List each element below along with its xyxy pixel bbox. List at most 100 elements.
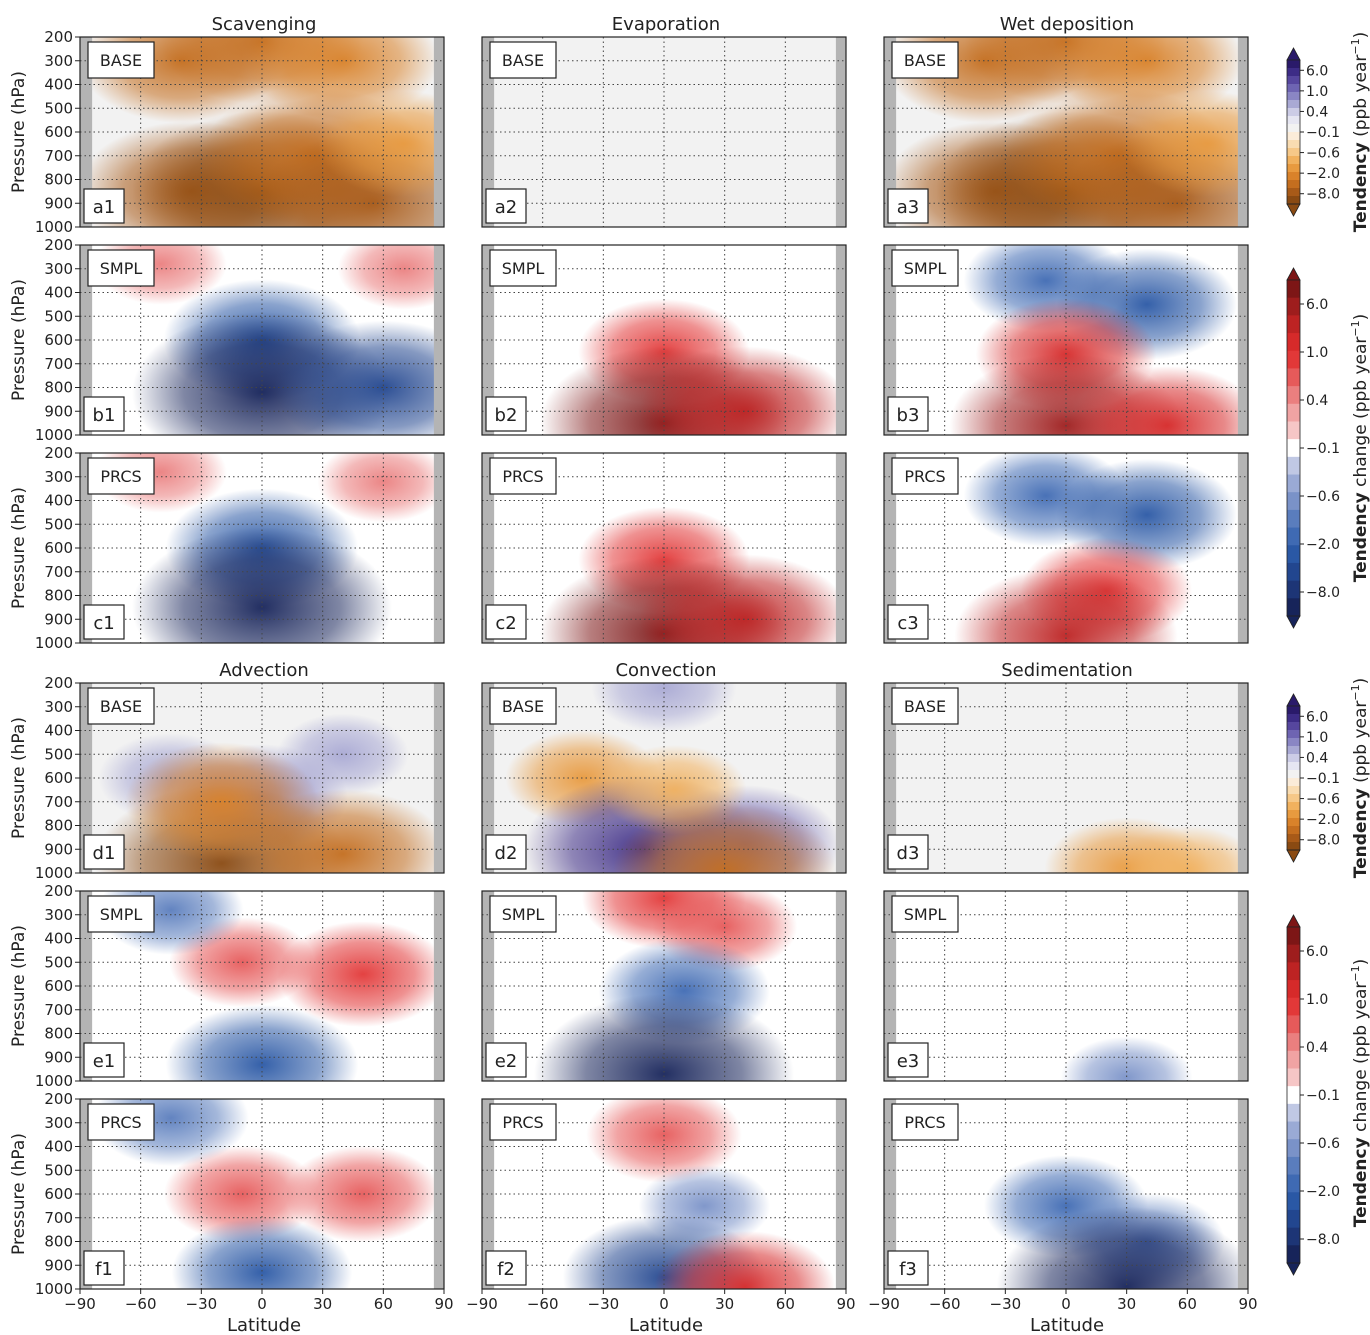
colorbar-swatch [1287, 1050, 1300, 1069]
x-tick-label: 0 [659, 1295, 669, 1313]
polar-band-north [835, 683, 846, 873]
column-title-scavenging: Scavenging [212, 14, 317, 35]
colorbar-tick-label: −8.0 [1306, 187, 1340, 203]
colorbar-swatch [1287, 315, 1300, 334]
colorbar-tick-label: −2.0 [1306, 166, 1340, 182]
panel-frame [481, 244, 847, 436]
y-tick-label: 200 [44, 1090, 73, 1108]
colorbar-tick-label: 0.4 [1306, 750, 1328, 766]
panel-id-label: b2 [495, 405, 518, 426]
grid [80, 37, 444, 227]
scenario-label-box [87, 249, 155, 287]
y-tick-label: 900 [44, 1048, 73, 1066]
colorbar-swatch [1287, 944, 1300, 963]
polar-band-north [433, 891, 444, 1081]
colorbar-extend-max [1286, 914, 1301, 928]
scenario-label: SMPL [502, 259, 545, 278]
scenario-label-box [489, 249, 557, 287]
y-tick-label: 400 [44, 492, 73, 510]
scenario-label: BASE [904, 51, 946, 70]
y-tick-label: 1000 [35, 1280, 73, 1298]
panel-f2: −90 −60 −30 0 30 60 90 PRCS f2 [466, 1098, 856, 1313]
polar-band-north [1237, 683, 1248, 873]
y-tick-label: 400 [44, 722, 73, 740]
panel-frame [883, 890, 1249, 1082]
panel-b2: SMPL b2 [481, 244, 847, 436]
grid [80, 683, 444, 873]
colorbar-tick-label: 1.0 [1306, 992, 1328, 1008]
x-tick-label: 60 [1178, 1295, 1197, 1313]
y-tick-label: 1000 [35, 634, 73, 652]
column-title-wet-deposition: Wet deposition [1000, 14, 1134, 35]
colorbar-tick-label: 1.0 [1306, 345, 1328, 361]
field-blob [274, 320, 444, 435]
panel-b3: SMPL b3 [883, 244, 1249, 436]
colorbar-swatch [1287, 598, 1300, 617]
polar-band-north [433, 1099, 444, 1289]
y-tick-label: 600 [44, 977, 73, 995]
colorbar-extend-max [1286, 693, 1301, 707]
colorbar-swatch [1287, 786, 1300, 795]
y-tick-label: 500 [44, 515, 73, 533]
panel-id-label: c1 [93, 613, 114, 634]
colorbar-swatch [1287, 350, 1300, 369]
y-tick-label: 700 [44, 793, 73, 811]
scenario-label: SMPL [100, 905, 143, 924]
field-blobs [80, 37, 444, 227]
y-tick-label: 800 [44, 1025, 73, 1043]
panel-a2: BASE a2 [481, 36, 847, 228]
panel-f1: 200 300 400 500 600 700 800 900 1000−90 −60 −30 0 30… [35, 1090, 454, 1313]
panel-e1: 200 300 400 500 600 700 800 900 1000 SMPL e1 [35, 882, 445, 1090]
y-tick-label: 800 [44, 379, 73, 397]
colorbar-tendency-top: 6.0 1.0 0.4 −0.1 −0.6 −2.0 −8.0 [1286, 47, 1340, 217]
y-tick-label: 700 [44, 355, 73, 373]
panel-b1: 200 300 400 500 600 700 800 900 1000 SMPL b1 [35, 236, 445, 444]
colorbar-swatch [1287, 60, 1300, 69]
x-tick-label: 90 [1238, 1295, 1257, 1313]
y-tick-label: 900 [44, 610, 73, 628]
scenario-label-box [87, 457, 155, 495]
panel-id-label: d2 [495, 843, 518, 864]
colorbar-swatch [1287, 456, 1300, 476]
field-blob [317, 453, 444, 523]
colorbar-swatch [1287, 580, 1300, 599]
panel-id-box [887, 1042, 929, 1078]
polar-band-north [835, 891, 846, 1081]
panel-a3: BASE a3 [883, 36, 1249, 228]
panel-frame [883, 682, 1249, 874]
y-tick-label: 1000 [35, 1072, 73, 1090]
colorbar-swatch [1287, 706, 1300, 715]
y-tick-label: 200 [44, 28, 73, 46]
colorbar-swatch [1287, 196, 1300, 205]
field-blob [337, 245, 444, 310]
panel-id-label: b3 [897, 405, 920, 426]
scenario-label-box [489, 41, 557, 79]
y-tick-label: 200 [44, 882, 73, 900]
colorbar-swatch [1287, 545, 1300, 564]
colorbars-layer: 6.0 1.0 0.4 −0.1 −0.6 −2.0 −8.0 6.0 1.0 0.4 −0.1 −0… [1286, 47, 1340, 1276]
colorbar-tick-label: −0.1 [1306, 441, 1340, 457]
panel-id-box [887, 396, 929, 432]
y-tick-label: 500 [44, 745, 73, 763]
colorbar-extend-max [1286, 47, 1301, 61]
scenario-label-box [489, 895, 557, 933]
scenario-label-box [891, 41, 959, 79]
colorbar-change-bottom: 6.0 1.0 0.4 −0.1 −0.6 −2.0 −8.0 [1286, 914, 1340, 1276]
colorbar-swatch [1287, 140, 1300, 149]
colorbar-tick-label: 6.0 [1306, 944, 1328, 960]
colorbar-swatch [1287, 738, 1300, 747]
y-axis-label-row-e: Pressure (hPa) [9, 925, 29, 1047]
colorbar-swatch [1287, 76, 1300, 85]
polar-band-north [835, 1099, 846, 1289]
colorbar-swatch [1287, 132, 1300, 141]
colorbar-extend-min [1286, 1262, 1301, 1276]
field-blob [1121, 90, 1248, 197]
colorbar-swatch [1287, 509, 1300, 529]
colorbar-swatch [1287, 1139, 1300, 1158]
colorbar-swatch [1287, 164, 1300, 173]
colorbar-swatch [1287, 1068, 1300, 1087]
colorbar-tick-label: −2.0 [1306, 812, 1340, 828]
x-tick-label: −60 [929, 1295, 961, 1313]
field-blob [277, 921, 444, 1028]
x-tick-label: −30 [588, 1295, 620, 1313]
